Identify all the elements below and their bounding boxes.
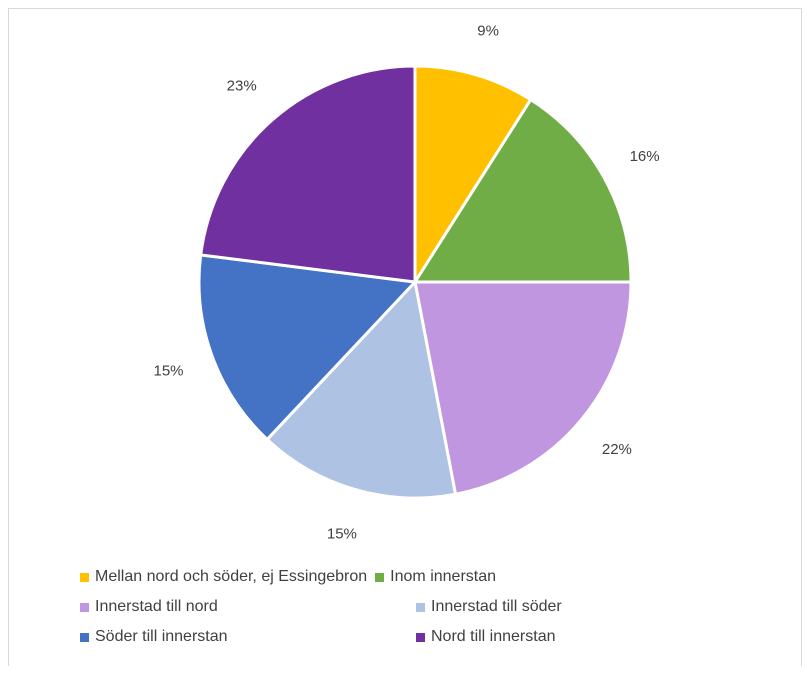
pie-data-labels: 9% 16% 22% 15% 15% 23%	[153, 22, 659, 542]
legend-swatch	[416, 602, 425, 612]
legend-label: Nord till innerstan	[431, 628, 556, 645]
legend-item: Inom innerstan	[375, 568, 496, 586]
pie-slice	[265, 280, 457, 500]
legend-item: Innerstad till nord	[80, 598, 416, 616]
pie-data-label: 16%	[630, 148, 660, 165]
pie-slices	[197, 64, 633, 500]
pie-slice	[413, 280, 633, 496]
legend-label: Innerstad till nord	[95, 598, 218, 615]
legend-item: Mellan nord och söder, ej Essingebron	[80, 568, 367, 586]
legend-item: Nord till innerstan	[416, 628, 556, 646]
legend-swatch	[80, 632, 89, 642]
legend-swatch	[80, 572, 89, 582]
pie-slice	[199, 64, 417, 284]
pie-data-label: 9%	[477, 22, 499, 39]
pie-slice	[413, 98, 633, 284]
pie-slice	[413, 64, 533, 284]
legend: Mellan nord och söder, ej Essingebron In…	[80, 562, 640, 652]
legend-swatch	[416, 632, 425, 642]
legend-label: Innerstad till söder	[431, 598, 562, 615]
legend-label: Inom innerstan	[390, 568, 497, 585]
legend-label: Söder till innerstan	[95, 628, 228, 645]
pie-data-label: 15%	[327, 526, 357, 543]
legend-row: Söder till innerstan Nord till innerstan	[80, 622, 640, 652]
legend-swatch	[375, 572, 385, 582]
legend-item: Söder till innerstan	[80, 628, 416, 646]
legend-row: Mellan nord och söder, ej Essingebron In…	[80, 562, 640, 592]
pie-data-label: 22%	[602, 441, 632, 458]
pie-data-label: 23%	[227, 78, 257, 95]
legend-label: Mellan nord och söder, ej Essingebron	[95, 568, 368, 585]
pie-slice	[197, 253, 417, 441]
legend-item: Innerstad till söder	[416, 598, 562, 616]
pie-data-label: 15%	[153, 363, 183, 380]
legend-row: Innerstad till nord Innerstad till söder	[80, 592, 640, 622]
legend-swatch	[80, 602, 89, 612]
